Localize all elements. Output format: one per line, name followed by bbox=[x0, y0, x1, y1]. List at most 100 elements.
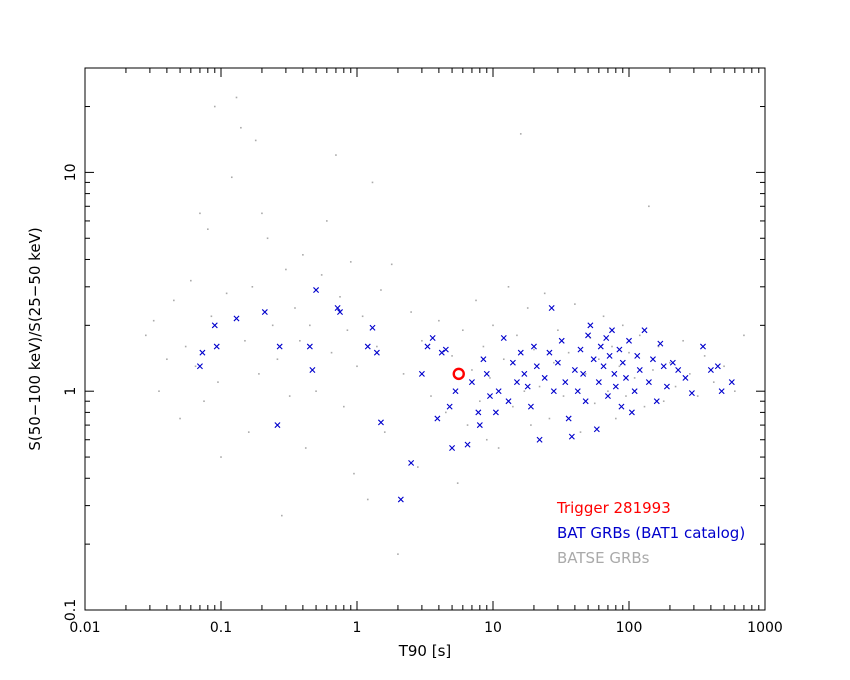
batse-point bbox=[235, 96, 238, 99]
bat-point bbox=[313, 287, 320, 294]
trigger-points-layer bbox=[452, 367, 465, 381]
x-tick-label: 0.01 bbox=[69, 620, 100, 636]
y-tick-label: 0.1 bbox=[63, 599, 79, 621]
bat-point bbox=[669, 359, 676, 366]
legend-entry-trigger: Trigger 281993 bbox=[556, 499, 671, 517]
batse-point bbox=[225, 292, 228, 295]
bat-point bbox=[585, 332, 592, 339]
batse-point bbox=[512, 405, 514, 408]
bat-point bbox=[568, 433, 575, 440]
batse-point bbox=[294, 307, 296, 309]
bat-point bbox=[707, 367, 714, 373]
bat-point bbox=[424, 343, 431, 350]
batse-point bbox=[366, 498, 369, 501]
bat-point bbox=[634, 352, 641, 359]
bat-point bbox=[714, 363, 721, 370]
batse-point bbox=[166, 358, 168, 361]
bat-point bbox=[626, 337, 632, 344]
bat-point bbox=[464, 441, 471, 448]
batse-point bbox=[299, 339, 301, 342]
batse-point bbox=[430, 395, 432, 397]
bat-point bbox=[369, 324, 376, 331]
batse-point bbox=[309, 324, 311, 327]
batse-point bbox=[445, 411, 447, 414]
bat-point bbox=[550, 388, 557, 395]
bat-point bbox=[587, 322, 594, 329]
batse-point bbox=[254, 139, 257, 142]
bat-point bbox=[645, 379, 652, 386]
bat-point bbox=[618, 403, 625, 410]
batse-point bbox=[258, 373, 260, 375]
plot-axes bbox=[84, 67, 766, 611]
batse-point bbox=[320, 274, 323, 276]
batse-point bbox=[207, 228, 209, 231]
batse-point bbox=[479, 400, 481, 403]
batse-points-layer bbox=[145, 96, 745, 555]
bat-point bbox=[577, 346, 584, 353]
bat-point bbox=[408, 459, 415, 466]
batse-point bbox=[471, 369, 473, 371]
batse-point bbox=[203, 400, 205, 403]
batse-point bbox=[199, 212, 201, 215]
bat-point bbox=[628, 409, 635, 416]
bat-point bbox=[213, 343, 220, 350]
batse-point bbox=[475, 299, 477, 302]
bat-point bbox=[521, 370, 528, 377]
batse-point bbox=[526, 307, 529, 309]
batse-point bbox=[353, 472, 355, 475]
bat-point bbox=[500, 335, 507, 342]
batse-point bbox=[247, 431, 250, 433]
bat-point bbox=[636, 367, 643, 373]
legend-entry-bat: BAT GRBs (BAT1 catalog) bbox=[557, 524, 745, 542]
batse-point bbox=[261, 212, 263, 215]
bat-point bbox=[631, 388, 638, 395]
bat-point bbox=[663, 383, 670, 390]
batse-point bbox=[339, 296, 341, 298]
bat-point bbox=[682, 374, 689, 381]
batse-point bbox=[158, 390, 160, 392]
bat-point bbox=[641, 327, 648, 334]
batse-point bbox=[598, 358, 600, 361]
bat-point bbox=[452, 388, 459, 395]
batse-point bbox=[743, 334, 745, 337]
bat-point bbox=[397, 496, 404, 503]
batse-point bbox=[326, 220, 328, 222]
batse-point bbox=[456, 482, 459, 484]
batse-point bbox=[548, 417, 551, 420]
bat-point bbox=[554, 359, 561, 366]
batse-point bbox=[466, 424, 469, 426]
bat-point bbox=[688, 390, 695, 397]
batse-point bbox=[543, 292, 546, 295]
y-axis-ticks: 0.1 1 10 bbox=[63, 67, 765, 621]
x-tick-label: 10 bbox=[484, 620, 502, 636]
bat-point bbox=[442, 346, 449, 353]
batse-point bbox=[482, 345, 485, 348]
bat-point bbox=[505, 398, 512, 405]
batse-point bbox=[703, 355, 706, 357]
trigger-point bbox=[452, 367, 465, 381]
bat-point bbox=[574, 388, 581, 395]
batse-point bbox=[633, 377, 636, 379]
batse-point bbox=[628, 351, 630, 354]
bat-point bbox=[527, 403, 534, 410]
batse-point bbox=[489, 377, 491, 379]
x-axis-ticks: 0.01 0.1 1 10 100 1000 bbox=[69, 68, 783, 636]
bat-point bbox=[536, 436, 543, 443]
batse-point bbox=[145, 334, 147, 337]
bat-point bbox=[541, 374, 548, 381]
bat-point bbox=[533, 363, 540, 370]
batse-point bbox=[330, 351, 333, 354]
x-tick-label: 0.1 bbox=[210, 620, 232, 636]
batse-point bbox=[376, 345, 378, 348]
bat-point bbox=[334, 305, 341, 311]
batse-point bbox=[519, 133, 522, 135]
batse-point bbox=[371, 181, 374, 184]
legend: Trigger 281993 BAT GRBs (BAT1 catalog) B… bbox=[556, 499, 745, 567]
x-tick-label: 1 bbox=[353, 620, 362, 636]
batse-point bbox=[502, 358, 505, 361]
batse-point bbox=[625, 395, 627, 397]
batse-point bbox=[621, 324, 624, 327]
bat-point bbox=[475, 409, 482, 416]
bat-point bbox=[616, 346, 623, 353]
batse-point bbox=[240, 126, 242, 129]
